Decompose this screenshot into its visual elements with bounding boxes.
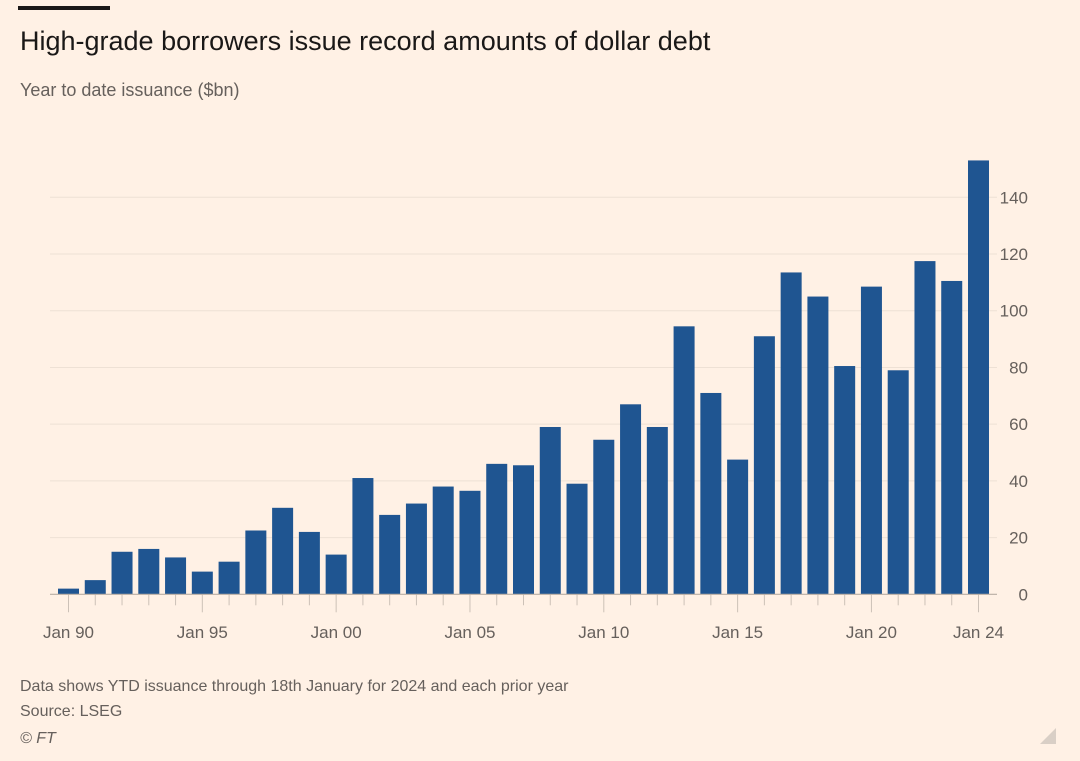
y-tick-label: 140	[1000, 188, 1028, 207]
bar-1992	[111, 551, 133, 595]
bar-2002	[379, 514, 401, 595]
y-tick-label: 60	[1009, 415, 1028, 434]
source-note: Source: LSEG	[20, 703, 123, 720]
bar-1994	[165, 557, 187, 595]
bar-2006	[486, 463, 508, 595]
bar-1991	[84, 580, 106, 595]
bar-2017	[780, 272, 802, 595]
bar-1995	[191, 571, 213, 595]
x-tick-label: Jan 15	[712, 623, 763, 642]
bar-2001	[352, 478, 374, 595]
bar-2024	[968, 160, 989, 595]
y-tick-label: 40	[1009, 472, 1028, 491]
bar-2013	[673, 326, 695, 595]
bar-2020	[860, 286, 882, 595]
footnote: Data shows YTD issuance through 18th Jan…	[20, 678, 569, 695]
bar-2007	[513, 465, 534, 595]
bar-2015	[727, 459, 749, 595]
bar-1990	[58, 588, 79, 595]
bar-1998	[272, 507, 294, 595]
bar-1996	[218, 561, 240, 595]
bar-2005	[459, 490, 481, 595]
bar-2008	[539, 426, 561, 595]
y-tick-label: 80	[1009, 358, 1028, 377]
bar-2012	[646, 426, 668, 595]
x-tick-label: Jan 10	[578, 623, 629, 642]
bar-2019	[834, 366, 856, 595]
ft-top-rule	[18, 6, 110, 10]
bar-2022	[914, 261, 936, 595]
bar-2021	[887, 370, 909, 595]
ft-credit: © FT	[20, 730, 56, 747]
x-tick-label: Jan 24	[953, 623, 1004, 642]
x-tick-label: Jan 00	[311, 623, 362, 642]
x-tick-label: Jan 05	[444, 623, 495, 642]
y-tick-label: 0	[1019, 585, 1028, 604]
bar-2011	[620, 404, 642, 595]
bar-2016	[753, 336, 775, 595]
x-tick-label: Jan 95	[177, 623, 228, 642]
chart-subtitle: Year to date issuance ($bn)	[20, 80, 240, 100]
bar-1993	[138, 548, 160, 595]
bar-1999	[298, 531, 320, 595]
chart-title: High-grade borrowers issue record amount…	[20, 26, 711, 56]
bar-2023	[941, 280, 963, 595]
bar-2004	[432, 486, 454, 595]
bar-2000	[325, 554, 347, 595]
y-tick-label: 20	[1009, 529, 1028, 548]
bar-2010	[593, 439, 615, 595]
bar-2018	[807, 296, 829, 595]
bar-1997	[245, 530, 267, 595]
y-tick-label: 120	[1000, 245, 1028, 264]
bar-2003	[405, 503, 427, 595]
y-tick-label: 100	[1000, 302, 1028, 321]
x-tick-label: Jan 90	[43, 623, 94, 642]
resize-handle-icon	[1040, 728, 1056, 744]
bar-2009	[566, 483, 588, 595]
bar-2014	[700, 392, 722, 595]
x-tick-label: Jan 20	[846, 623, 897, 642]
